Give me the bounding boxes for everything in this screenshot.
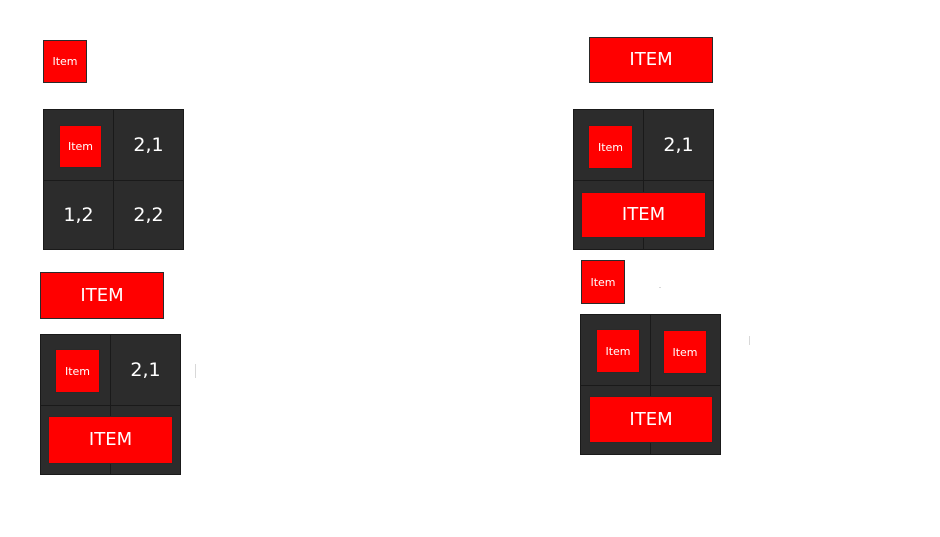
right-bottom-grid: Item Item ITEM (580, 314, 721, 455)
left-top-standalone-item[interactable]: Item (43, 40, 87, 83)
grid-divider-vertical (650, 315, 651, 454)
stray-tick (749, 336, 750, 345)
left-top-grid: Item 2,1 1,2 2,2 (43, 109, 184, 250)
grid-cell-1-2-label: 1,2 (63, 204, 94, 226)
right-top-grid: Item 2,1 ITEM (573, 109, 714, 250)
grid-cell-2-1-label: 2,1 (133, 134, 164, 156)
right-top-standalone-item[interactable]: ITEM (589, 37, 713, 83)
stray-dot (659, 287, 661, 288)
grid-cell-2-1-label: 2,1 (663, 134, 694, 156)
grid-row-2-span-item[interactable]: ITEM (48, 416, 173, 464)
grid-cell-2-2-label: 2,2 (133, 204, 164, 226)
grid-cell-1-1-item[interactable]: Item (55, 349, 100, 393)
grid-row-2-span-item[interactable]: ITEM (581, 192, 706, 238)
grid-cell-1-1-item[interactable]: Item (596, 329, 640, 373)
left-bottom-grid: Item 2,1 ITEM (40, 334, 181, 475)
right-bottom-standalone-item[interactable]: Item (581, 260, 625, 304)
grid-cell-1-1-item[interactable]: Item (588, 125, 633, 169)
grid-divider-vertical (110, 335, 111, 474)
grid-row-2-span-item[interactable]: ITEM (589, 396, 713, 443)
grid-cell-2-1-item[interactable]: Item (663, 330, 707, 374)
left-bottom-standalone-item[interactable]: ITEM (40, 272, 164, 319)
grid-divider-vertical (113, 110, 114, 249)
stray-tick (195, 364, 196, 378)
grid-divider-horizontal (574, 180, 713, 181)
grid-divider-horizontal (581, 385, 720, 386)
grid-divider-horizontal (44, 180, 183, 181)
grid-cell-1-1-item[interactable]: Item (59, 125, 102, 168)
grid-divider-vertical (643, 110, 644, 249)
grid-divider-horizontal (41, 405, 180, 406)
grid-cell-2-1-label: 2,1 (130, 359, 161, 381)
